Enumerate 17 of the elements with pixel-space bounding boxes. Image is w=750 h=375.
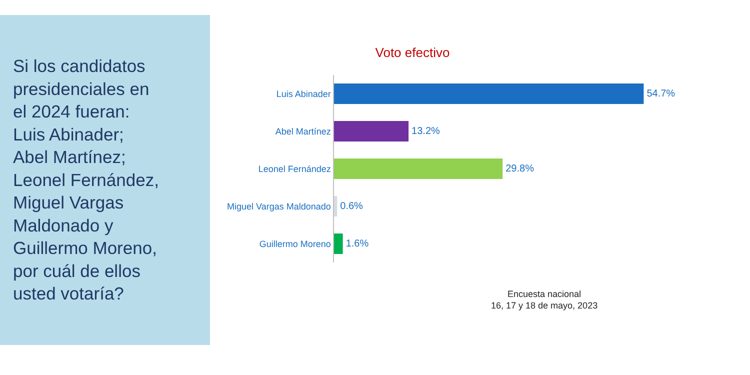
data-label: 29.8% (506, 163, 534, 174)
data-label: 54.7% (646, 88, 676, 100)
text: Si los candidatos presidenciales en el 2024 fueran: Luis Abinader; Abel Martínez; Leonel Fernández, Miguel Vargas Maldonado y Guillermo Moreno, por cuál de ellos usted votaría? (13, 56, 159, 304)
data-label: 13.2% (412, 126, 440, 137)
bar (334, 158, 503, 180)
y-tick-label: Abel Martínez (275, 126, 332, 136)
text: Encuesta nacional 16, 17 y 18 de mayo, 2023 (491, 289, 598, 311)
bar (334, 233, 343, 254)
data-label: 0.6% (340, 200, 364, 212)
y-tick-label: Miguel Vargas Maldonado (227, 201, 331, 212)
data-label: 1.6% (346, 238, 369, 250)
chart-title: Voto efectivo (375, 45, 450, 60)
y-tick-label: Leonel Fernández (258, 164, 332, 174)
bar (334, 120, 409, 142)
y-tick-label: Guillermo Moreno (259, 238, 331, 249)
y-tick-label: Luis Abinader (276, 88, 331, 99)
bar (334, 83, 644, 104)
